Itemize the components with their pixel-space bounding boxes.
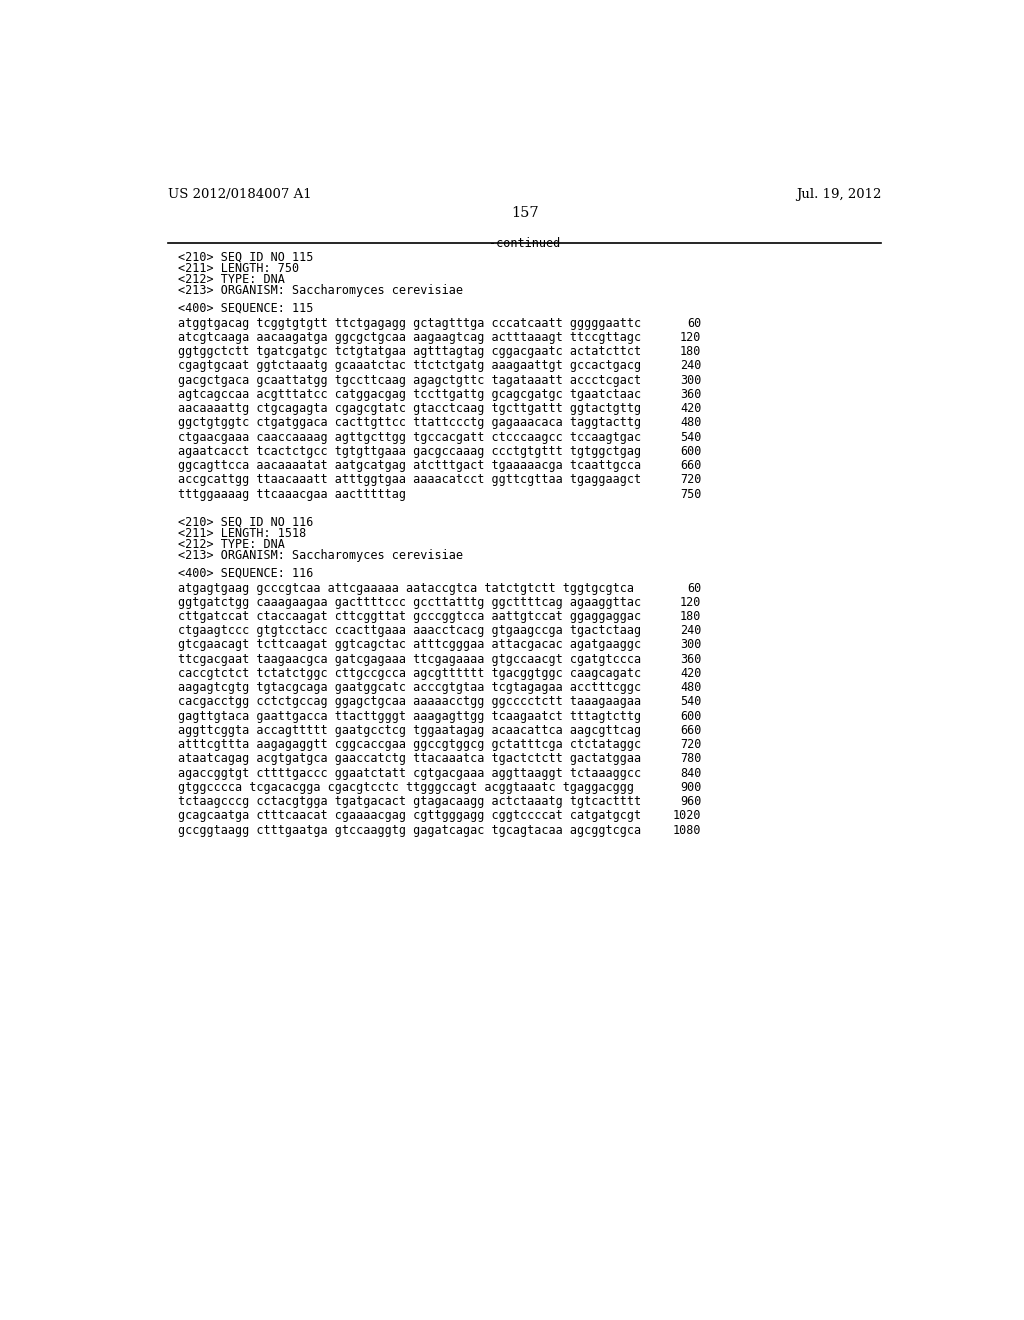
Text: 720: 720	[680, 474, 701, 486]
Text: <400> SEQUENCE: 115: <400> SEQUENCE: 115	[178, 302, 313, 314]
Text: 840: 840	[680, 767, 701, 780]
Text: aacaaaattg ctgcagagta cgagcgtatc gtacctcaag tgcttgattt ggtactgttg: aacaaaattg ctgcagagta cgagcgtatc gtacctc…	[178, 403, 641, 414]
Text: ataatcagag acgtgatgca gaaccatctg ttacaaatca tgactctctt gactatggaa: ataatcagag acgtgatgca gaaccatctg ttacaaa…	[178, 752, 641, 766]
Text: tctaagcccg cctacgtgga tgatgacact gtagacaagg actctaaatg tgtcactttt: tctaagcccg cctacgtgga tgatgacact gtagaca…	[178, 795, 641, 808]
Text: caccgtctct tctatctggc cttgccgcca agcgtttttt tgacggtggc caagcagatc: caccgtctct tctatctggc cttgccgcca agcgttt…	[178, 667, 641, 680]
Text: ctgaacgaaa caaccaaaag agttgcttgg tgccacgatt ctcccaagcc tccaagtgac: ctgaacgaaa caaccaaaag agttgcttgg tgccacg…	[178, 430, 641, 444]
Text: aggttcggta accagttttt gaatgcctcg tggaatagag acaacattca aagcgttcag: aggttcggta accagttttt gaatgcctcg tggaata…	[178, 723, 641, 737]
Text: 360: 360	[680, 388, 701, 401]
Text: agtcagccaa acgtttatcc catggacgag tccttgattg gcagcgatgc tgaatctaac: agtcagccaa acgtttatcc catggacgag tccttga…	[178, 388, 641, 401]
Text: 750: 750	[680, 487, 701, 500]
Text: 420: 420	[680, 403, 701, 414]
Text: gagttgtaca gaattgacca ttacttgggt aaagagttgg tcaagaatct tttagtcttg: gagttgtaca gaattgacca ttacttgggt aaagagt…	[178, 710, 641, 723]
Text: <213> ORGANISM: Saccharomyces cerevisiae: <213> ORGANISM: Saccharomyces cerevisiae	[178, 284, 464, 297]
Text: 157: 157	[511, 206, 539, 220]
Text: 180: 180	[680, 610, 701, 623]
Text: atggtgacag tcggtgtgtt ttctgagagg gctagtttga cccatcaatt gggggaattc: atggtgacag tcggtgtgtt ttctgagagg gctagtt…	[178, 317, 641, 330]
Text: Jul. 19, 2012: Jul. 19, 2012	[796, 187, 882, 201]
Text: 480: 480	[680, 681, 701, 694]
Text: 660: 660	[680, 723, 701, 737]
Text: 120: 120	[680, 595, 701, 609]
Text: 720: 720	[680, 738, 701, 751]
Text: ttcgacgaat taagaacgca gatcgagaaa ttcgagaaaa gtgccaacgt cgatgtccca: ttcgacgaat taagaacgca gatcgagaaa ttcgaga…	[178, 653, 641, 665]
Text: <210> SEQ ID NO 115: <210> SEQ ID NO 115	[178, 251, 313, 264]
Text: 960: 960	[680, 795, 701, 808]
Text: 420: 420	[680, 667, 701, 680]
Text: 240: 240	[680, 624, 701, 638]
Text: 180: 180	[680, 345, 701, 358]
Text: <211> LENGTH: 750: <211> LENGTH: 750	[178, 261, 299, 275]
Text: agaccggtgt cttttgaccc ggaatctatt cgtgacgaaa aggttaaggt tctaaaggcc: agaccggtgt cttttgaccc ggaatctatt cgtgacg…	[178, 767, 641, 780]
Text: ggtgatctgg caaagaagaa gacttttccc gccttatttg ggcttttcag agaaggttac: ggtgatctgg caaagaagaa gacttttccc gccttat…	[178, 595, 641, 609]
Text: 60: 60	[687, 582, 701, 594]
Text: 120: 120	[680, 331, 701, 345]
Text: <212> TYPE: DNA: <212> TYPE: DNA	[178, 273, 286, 286]
Text: <212> TYPE: DNA: <212> TYPE: DNA	[178, 539, 286, 550]
Text: cacgacctgg cctctgccag ggagctgcaa aaaaacctgg ggcccctctt taaagaagaa: cacgacctgg cctctgccag ggagctgcaa aaaaacc…	[178, 696, 641, 709]
Text: 600: 600	[680, 445, 701, 458]
Text: gccggtaagg ctttgaatga gtccaaggtg gagatcagac tgcagtacaa agcggtcgca: gccggtaagg ctttgaatga gtccaaggtg gagatca…	[178, 824, 641, 837]
Text: gtcgaacagt tcttcaagat ggtcagctac atttcgggaa attacgacac agatgaaggc: gtcgaacagt tcttcaagat ggtcagctac atttcgg…	[178, 639, 641, 652]
Text: 780: 780	[680, 752, 701, 766]
Text: atgagtgaag gcccgtcaa attcgaaaaa aataccgtca tatctgtctt tggtgcgtca: atgagtgaag gcccgtcaa attcgaaaaa aataccgt…	[178, 582, 635, 594]
Text: agaatcacct tcactctgcc tgtgttgaaa gacgccaaag ccctgtgttt tgtggctgag: agaatcacct tcactctgcc tgtgttgaaa gacgcca…	[178, 445, 641, 458]
Text: gcagcaatga ctttcaacat cgaaaacgag cgttgggagg cggtccccat catgatgcgt: gcagcaatga ctttcaacat cgaaaacgag cgttggg…	[178, 809, 641, 822]
Text: cttgatccat ctaccaagat cttcggttat gcccggtcca aattgtccat ggaggaggac: cttgatccat ctaccaagat cttcggttat gcccggt…	[178, 610, 641, 623]
Text: accgcattgg ttaacaaatt atttggtgaa aaaacatcct ggttcgttaa tgaggaagct: accgcattgg ttaacaaatt atttggtgaa aaaacat…	[178, 474, 641, 486]
Text: 900: 900	[680, 781, 701, 793]
Text: 60: 60	[687, 317, 701, 330]
Text: <211> LENGTH: 1518: <211> LENGTH: 1518	[178, 527, 306, 540]
Text: ggtggctctt tgatcgatgc tctgtatgaa agtttagtag cggacgaatc actatcttct: ggtggctctt tgatcgatgc tctgtatgaa agtttag…	[178, 345, 641, 358]
Text: US 2012/0184007 A1: US 2012/0184007 A1	[168, 187, 312, 201]
Text: cgagtgcaat ggtctaaatg gcaaatctac ttctctgatg aaagaattgt gccactgacg: cgagtgcaat ggtctaaatg gcaaatctac ttctctg…	[178, 359, 641, 372]
Text: 300: 300	[680, 639, 701, 652]
Text: <210> SEQ ID NO 116: <210> SEQ ID NO 116	[178, 516, 313, 529]
Text: 480: 480	[680, 416, 701, 429]
Text: atttcgttta aagagaggtt cggcaccgaa ggccgtggcg gctatttcga ctctataggc: atttcgttta aagagaggtt cggcaccgaa ggccgtg…	[178, 738, 641, 751]
Text: ggcagttcca aacaaaatat aatgcatgag atctttgact tgaaaaacga tcaattgcca: ggcagttcca aacaaaatat aatgcatgag atctttg…	[178, 459, 641, 473]
Text: 540: 540	[680, 696, 701, 709]
Text: ctgaagtccc gtgtcctacc ccacttgaaa aaacctcacg gtgaagccga tgactctaag: ctgaagtccc gtgtcctacc ccacttgaaa aaacctc…	[178, 624, 641, 638]
Text: 240: 240	[680, 359, 701, 372]
Text: 660: 660	[680, 459, 701, 473]
Text: 300: 300	[680, 374, 701, 387]
Text: -continued: -continued	[489, 238, 560, 249]
Text: gacgctgaca gcaattatgg tgccttcaag agagctgttc tagataaatt accctcgact: gacgctgaca gcaattatgg tgccttcaag agagctg…	[178, 374, 641, 387]
Text: 1080: 1080	[673, 824, 701, 837]
Text: tttggaaaag ttcaaacgaa aactttttag: tttggaaaag ttcaaacgaa aactttttag	[178, 487, 407, 500]
Text: atcgtcaaga aacaagatga ggcgctgcaa aagaagtcag actttaaagt ttccgttagc: atcgtcaaga aacaagatga ggcgctgcaa aagaagt…	[178, 331, 641, 345]
Text: aagagtcgtg tgtacgcaga gaatggcatc acccgtgtaa tcgtagagaa acctttcggc: aagagtcgtg tgtacgcaga gaatggcatc acccgtg…	[178, 681, 641, 694]
Text: gtggcccca tcgacacgga cgacgtcctc ttgggccagt acggtaaatc tgaggacggg: gtggcccca tcgacacgga cgacgtcctc ttgggcca…	[178, 781, 635, 793]
Text: 360: 360	[680, 653, 701, 665]
Text: <213> ORGANISM: Saccharomyces cerevisiae: <213> ORGANISM: Saccharomyces cerevisiae	[178, 549, 464, 562]
Text: 1020: 1020	[673, 809, 701, 822]
Text: ggctgtggtc ctgatggaca cacttgttcc ttattccctg gagaaacaca taggtacttg: ggctgtggtc ctgatggaca cacttgttcc ttattcc…	[178, 416, 641, 429]
Text: <400> SEQUENCE: 116: <400> SEQUENCE: 116	[178, 566, 313, 579]
Text: 600: 600	[680, 710, 701, 723]
Text: 540: 540	[680, 430, 701, 444]
